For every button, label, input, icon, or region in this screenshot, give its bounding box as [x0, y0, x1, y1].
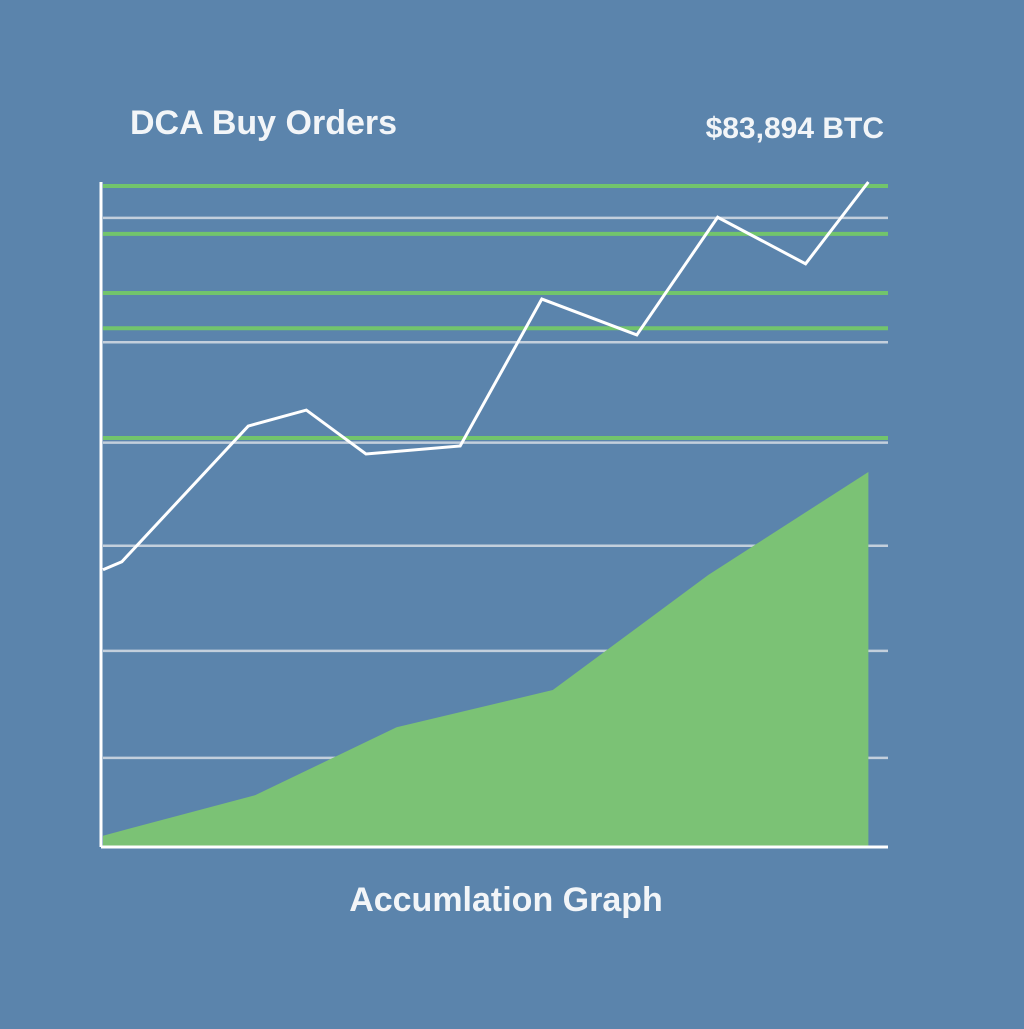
accumulation-area: [103, 471, 869, 847]
price-label: $83,894 BTC: [706, 112, 884, 145]
price-line: [102, 181, 870, 572]
x-axis-label: Accumlation Graph: [349, 881, 663, 919]
chart-title: DCA Buy Orders: [130, 104, 397, 142]
